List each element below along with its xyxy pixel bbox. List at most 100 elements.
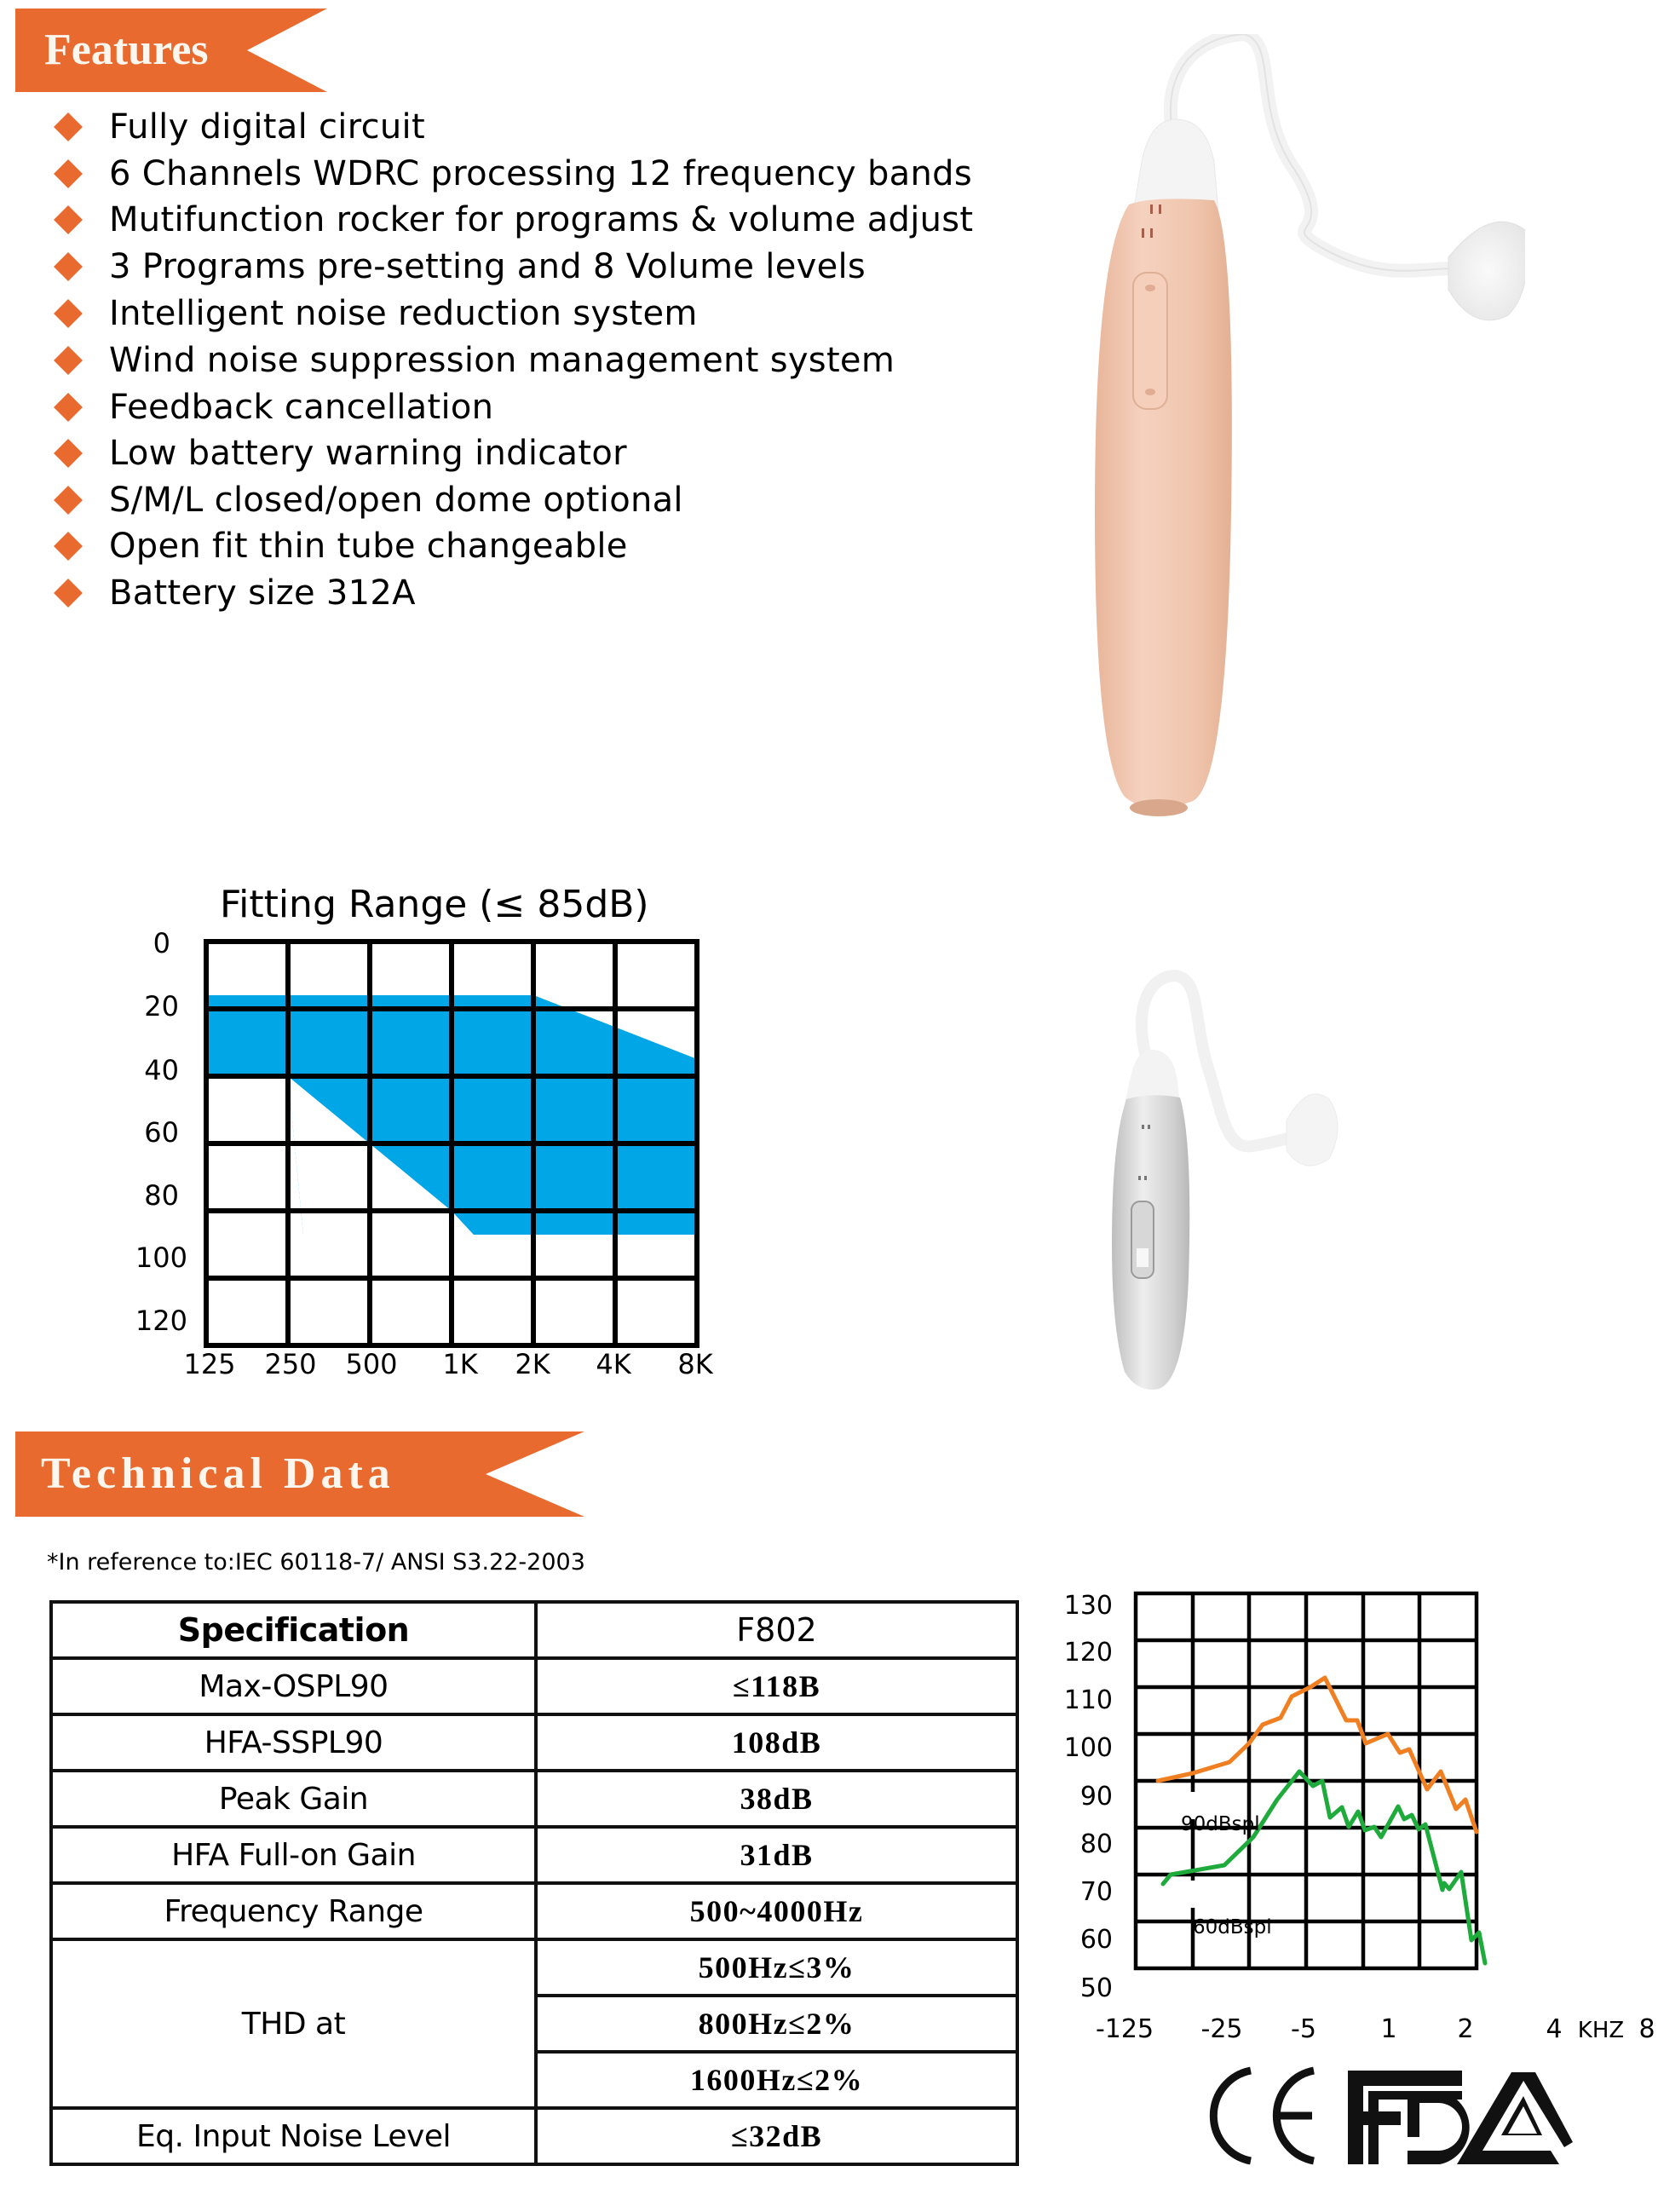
diamond-icon — [54, 392, 83, 422]
reference-note: *In reference to:IEC 60118-7/ ANSI S3.22… — [47, 1549, 585, 1575]
spec-value: 500~4000Hz — [534, 1881, 1019, 1941]
feature-item: Wind noise suppression management system — [51, 337, 973, 384]
spec-label: HFA-SSPL90 — [49, 1713, 538, 1772]
ce-fda-logos — [1209, 2066, 1573, 2165]
frequency-response-chart — [1133, 1591, 1488, 1971]
spec-label: Peak Gain — [49, 1769, 538, 1829]
fit-x-label: 2K — [515, 1348, 550, 1380]
resp-x-label-unit: KHZ — [1577, 2018, 1625, 2043]
resp-y-label: 70 — [1079, 1877, 1113, 1907]
banner-ribbon-shape — [15, 9, 327, 92]
spec-value: 1600Hz≤2% — [534, 2050, 1019, 2110]
fit-y-label: 100 — [135, 1241, 187, 1274]
diamond-icon — [54, 251, 83, 281]
fit-y-label: 0 — [153, 927, 170, 959]
spec-value: 800Hz≤2% — [534, 1994, 1019, 2054]
model-header: F802 — [534, 1600, 1019, 1660]
diamond-icon — [54, 299, 83, 328]
resp-x-label: 4 — [1546, 2014, 1563, 2044]
table-row: Eq. Input Noise Level ≤32dB — [49, 2106, 1019, 2166]
diamond-icon — [54, 578, 83, 608]
features-list: Fully digital circuit 6 Channels WDRC pr… — [51, 104, 973, 616]
fit-y-label: 80 — [144, 1179, 179, 1212]
table-row: HFA Full-on Gain 31dB — [49, 1825, 1019, 1885]
resp-x-label: 8 — [1638, 2014, 1655, 2044]
fit-x-label: 8K — [677, 1348, 713, 1380]
spec-value: 108dB — [534, 1713, 1019, 1772]
fit-x-label: 1K — [442, 1348, 478, 1380]
spec-table: Specification F802 Max-OSPL90 ≤118B HFA-… — [49, 1600, 1019, 2166]
feature-item: Mutifunction rocker for programs & volum… — [51, 197, 973, 244]
resp-x-label: -125 — [1095, 2014, 1154, 2044]
features-title: Features — [44, 26, 209, 74]
spec-value: ≤32dB — [534, 2106, 1019, 2166]
feature-item: 3 Programs pre-setting and 8 Volume leve… — [51, 244, 973, 291]
hearing-aid-beige-image — [1048, 26, 1528, 852]
ce-mark-icon — [1209, 2066, 1315, 2165]
feature-item: Low battery warning indicator — [51, 430, 973, 477]
table-row-thd: THD at 500Hz≤3% — [49, 1938, 1019, 2110]
fit-y-label: 60 — [144, 1116, 179, 1149]
fda-logo-icon — [1348, 2071, 1573, 2164]
fit-x-label: 125 — [183, 1348, 236, 1380]
diamond-icon — [54, 439, 83, 469]
resp-y-label: 100 — [1063, 1733, 1113, 1763]
feature-item: Feedback cancellation — [51, 384, 973, 431]
hearing-aid-silver-illustration — [1112, 969, 1338, 1390]
feature-item: S/M/L closed/open dome optional — [51, 477, 973, 524]
certification-logos — [1184, 2065, 1576, 2176]
spec-value: 500Hz≤3% — [534, 1938, 1019, 1997]
fit-x-label: 500 — [345, 1348, 398, 1380]
spec-label: THD at — [49, 1938, 538, 2110]
diamond-icon — [54, 112, 83, 142]
resp-x-label: -5 — [1291, 2014, 1316, 2044]
fitting-range-chart — [204, 939, 699, 1348]
diamond-icon — [54, 158, 83, 188]
fit-y-label: 120 — [135, 1305, 187, 1337]
feature-item: Intelligent noise reduction system — [51, 290, 973, 337]
resp-y-label: 120 — [1063, 1638, 1113, 1668]
diamond-icon — [54, 532, 83, 562]
fit-x-label: 250 — [264, 1348, 317, 1380]
table-row-thd: 1600Hz≤2% — [51, 2050, 1019, 2110]
spec-label: Eq. Input Noise Level — [49, 2106, 538, 2166]
resp-y-label: 130 — [1063, 1591, 1113, 1621]
resp-y-label: 60 — [1079, 1925, 1113, 1955]
table-row: Frequency Range 500~4000Hz — [49, 1881, 1019, 1941]
spec-value: 31dB — [534, 1825, 1019, 1885]
diamond-icon — [54, 346, 83, 376]
resp-y-label: 90 — [1079, 1782, 1113, 1812]
table-row: HFA-SSPL90 108dB — [49, 1713, 1019, 1772]
resp-x-label: 2 — [1457, 2014, 1474, 2044]
feature-item: 6 Channels WDRC processing 12 frequency … — [51, 151, 973, 198]
resp-y-label: 50 — [1079, 1973, 1113, 2003]
hearing-aid-illustration — [1095, 26, 1528, 816]
spec-value: 38dB — [534, 1769, 1019, 1829]
feature-item: Battery size 312A — [51, 570, 973, 617]
table-row-thd: 800Hz≤2% — [51, 1994, 1019, 2054]
spec-value: ≤118B — [534, 1656, 1019, 1716]
technical-data-banner: Technical Data — [15, 1431, 584, 1517]
fit-y-label: 20 — [144, 990, 179, 1022]
hearing-aid-silver-image — [1074, 954, 1380, 1397]
diamond-icon — [54, 485, 83, 515]
fit-y-label: 40 — [144, 1054, 179, 1086]
table-row: Peak Gain 38dB — [49, 1769, 1019, 1829]
table-header-row: Specification F802 — [49, 1600, 1019, 1660]
features-banner: Features — [15, 9, 327, 92]
technical-data-title: Technical Data — [41, 1449, 395, 1498]
series-label-60dbspl: 60dBspl — [1193, 1916, 1272, 1938]
fitting-range-title: Fitting Range (≤ 85dB) — [220, 883, 649, 926]
resp-y-label: 80 — [1079, 1829, 1113, 1859]
diamond-icon — [54, 205, 83, 235]
feature-item: Open fit thin tube changeable — [51, 523, 973, 570]
series-60dbspl-line — [1160, 1769, 1488, 1966]
banner-ribbon-shape — [15, 1431, 584, 1517]
spec-label: Max-OSPL90 — [49, 1656, 538, 1716]
resp-x-label: 1 — [1380, 2014, 1397, 2044]
series-90dbspl-line — [1155, 1675, 1479, 1835]
fit-x-label: 4K — [596, 1348, 631, 1380]
resp-x-label: -25 — [1200, 2014, 1243, 2044]
spec-label: HFA Full-on Gain — [49, 1825, 538, 1885]
spec-label: Frequency Range — [49, 1881, 538, 1941]
